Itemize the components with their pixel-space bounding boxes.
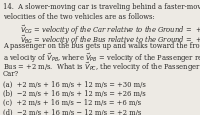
Text: a velocity of $\vec{V}_{PB}$, where $\vec{V}_{PB}$ = velocity of the Passenger r: a velocity of $\vec{V}_{PB}$, where $\ve… — [3, 51, 200, 65]
Text: (b)  −2 m/s + 16 m/s + 12 m/s = +26 m/s: (b) −2 m/s + 16 m/s + 12 m/s = +26 m/s — [3, 89, 145, 97]
Text: Car?: Car? — [3, 70, 19, 78]
Text: A passenger on the bus gets up and walks toward the front of the bus with: A passenger on the bus gets up and walks… — [3, 42, 200, 50]
Text: (d)  −2 m/s + 16 m/s − 12 m/s = +2 m/s: (d) −2 m/s + 16 m/s − 12 m/s = +2 m/s — [3, 108, 141, 115]
Text: Bus = +2 m/s.  What is $\vec{V}_{PC}$, the velocity of the Passenger relative to: Bus = +2 m/s. What is $\vec{V}_{PC}$, th… — [3, 60, 200, 74]
Text: velocities of the two vehicles are as follows:: velocities of the two vehicles are as fo… — [3, 13, 154, 21]
Text: (a)  +2 m/s + 16 m/s + 12 m/s = +30 m/s: (a) +2 m/s + 16 m/s + 12 m/s = +30 m/s — [3, 80, 145, 88]
Text: $\vec{V}_{CG}$ = velocity of the Car relative to the Ground =  +12 m/s: $\vec{V}_{CG}$ = velocity of the Car rel… — [20, 24, 200, 37]
Text: (c)  +2 m/s + 16 m/s − 12 m/s = +6 m/s: (c) +2 m/s + 16 m/s − 12 m/s = +6 m/s — [3, 98, 141, 106]
Text: 14.  A slower-moving car is traveling behind a faster-moving bus. The: 14. A slower-moving car is traveling beh… — [3, 3, 200, 11]
Text: $\vec{V}_{BG}$ = velocity of the Bus relative to the Ground =  +16 m/s: $\vec{V}_{BG}$ = velocity of the Bus rel… — [20, 33, 200, 46]
